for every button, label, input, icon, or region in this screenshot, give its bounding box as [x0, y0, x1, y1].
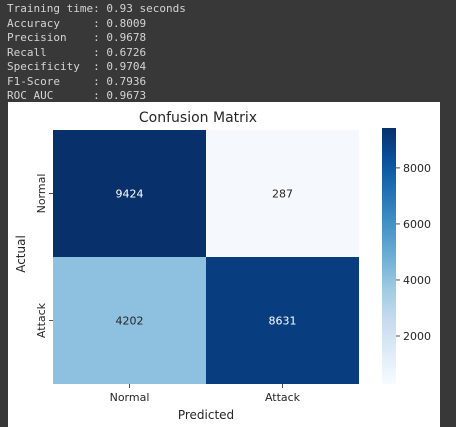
metric-label: ROC AUC: [7, 89, 94, 102]
y-tick-label: Normal: [35, 174, 48, 214]
metric-value: : 0.9678: [93, 31, 147, 44]
heatmap-cell: [53, 130, 206, 257]
metric-label: Accuracy: [7, 16, 94, 30]
cell-value-label: 4202: [116, 315, 144, 328]
console-line: Specificity : 0.9704: [7, 60, 186, 75]
metric-value: : 0.9704: [93, 60, 147, 73]
metric-value: : 0.6726: [93, 45, 147, 59]
chart-title: Confusion Matrix: [139, 110, 257, 126]
console-line: ROC AUC : 0.9673: [7, 89, 186, 104]
console-line: Accuracy : 0.8009: [7, 17, 186, 32]
heatmap-cell: [206, 257, 359, 384]
heatmap-cell: [53, 257, 206, 384]
cell-value-label: 8631: [269, 315, 297, 328]
console-output: Training time: 0.93 seconds Accuracy : 0.…: [7, 2, 186, 104]
metric-label: Training time:: [7, 2, 100, 15]
chart-panel: Confusion Matrix Predicted Actual 9424 28…: [8, 102, 440, 427]
cell-value-label: 9424: [116, 188, 144, 201]
metric-value: : 0.8009: [93, 16, 147, 30]
metric-label: Recall: [7, 45, 94, 59]
x-tick-label: Normal: [110, 391, 150, 404]
x-tick-label: Attack: [265, 391, 301, 404]
colorbar: [382, 128, 396, 384]
metric-label: Specificity: [7, 60, 94, 73]
metric-value: 0.93 seconds: [99, 2, 186, 15]
colorbar-tick-label: 8000: [403, 162, 431, 175]
metric-value: : 0.7936: [93, 74, 147, 88]
metric-value: : 0.9673: [93, 89, 147, 102]
metric-label: Precision: [7, 31, 94, 44]
heatmap-cell: [206, 130, 359, 257]
cell-value-label: 287: [272, 188, 293, 201]
colorbar-tick-label: 2000: [403, 330, 431, 343]
colorbar-tick-label: 4000: [403, 274, 431, 287]
console-line: Training time: 0.93 seconds: [7, 2, 186, 17]
console-line: Recall : 0.6726: [7, 46, 186, 61]
y-tick-label: Attack: [35, 302, 48, 338]
console-line: Precision : 0.9678: [7, 31, 186, 46]
metric-label: F1-Score: [7, 74, 94, 88]
x-axis-label: Predicted: [178, 408, 234, 422]
console-line: F1-Score : 0.7936: [7, 75, 186, 90]
colorbar-tick-label: 6000: [403, 218, 431, 231]
y-axis-label: Actual: [14, 235, 28, 273]
confusion-matrix-chart: Confusion Matrix Predicted Actual 9424 28…: [14, 110, 431, 422]
